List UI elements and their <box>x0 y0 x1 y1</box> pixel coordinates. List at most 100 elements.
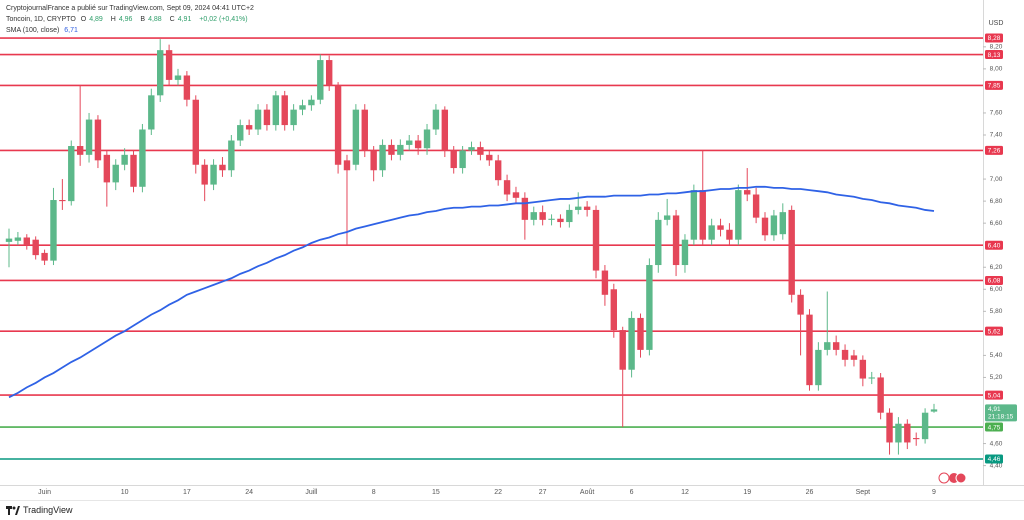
candle-body <box>406 140 413 145</box>
sma-line <box>8 185 935 399</box>
candle-body <box>832 342 840 350</box>
y-tick-label: 5,40 <box>990 352 1003 359</box>
candle-body <box>806 314 813 386</box>
candle-body <box>735 190 742 240</box>
candle-body <box>886 412 893 443</box>
legend: CryptojournalFrance a publié sur Trading… <box>6 3 254 36</box>
candle-body <box>192 99 199 165</box>
candle-body <box>610 289 618 331</box>
y-tick-label: 6,80 <box>990 198 1003 205</box>
y-tick-label: 5,80 <box>990 308 1003 315</box>
candle-body <box>130 154 137 187</box>
x-tick-label: 27 <box>539 489 547 496</box>
x-tick-label: 10 <box>121 489 129 496</box>
candle-body <box>824 342 831 350</box>
candle-body <box>254 109 262 130</box>
candle-body <box>904 423 911 443</box>
candle-body <box>699 190 706 240</box>
candle-body <box>263 109 271 126</box>
candle-body <box>895 423 902 443</box>
candle-body <box>503 180 511 195</box>
candle-body <box>308 99 315 106</box>
candle-body <box>548 218 555 220</box>
candle-body <box>930 409 938 412</box>
ohlc: H 4,96 <box>111 16 136 23</box>
level-label: 5,62 <box>988 328 1001 335</box>
candle-body <box>921 412 929 440</box>
candle-body <box>601 270 609 295</box>
y-tick-label: 6,20 <box>990 264 1003 271</box>
candle-body <box>148 95 155 130</box>
candle-body <box>646 265 653 350</box>
candles <box>5 39 938 455</box>
candle-body <box>23 237 30 246</box>
y-tick-label: 8,20 <box>990 44 1003 51</box>
candle-body <box>770 215 778 236</box>
x-tick-label: 12 <box>681 489 689 496</box>
candle-body <box>388 144 395 155</box>
candle-body <box>637 317 644 350</box>
candle-body <box>521 197 529 220</box>
y-tick-label: 6,00 <box>990 286 1003 293</box>
candle-body <box>779 212 786 235</box>
candle-body <box>174 75 182 80</box>
ohlc: B 4,88 <box>140 16 164 23</box>
candle-body <box>450 150 457 169</box>
candle-body <box>477 147 484 155</box>
change: +0,02 (+0,41%) <box>199 16 248 23</box>
candle-body <box>103 154 111 183</box>
sma-value: 6,71 <box>64 27 78 34</box>
candle-body <box>59 200 66 202</box>
countdown: 21:18:15 <box>988 414 1014 421</box>
x-tick-label: 15 <box>432 489 440 496</box>
candle-body <box>557 218 564 223</box>
level-label-box <box>985 240 1003 250</box>
candle-body <box>219 164 226 171</box>
candle-body <box>628 317 635 370</box>
candle-body <box>859 359 867 379</box>
footer: TradingView <box>6 505 73 515</box>
ohlc-value: 4,96 <box>118 16 133 23</box>
y-tick-label: 4,40 <box>990 462 1003 469</box>
candle-body <box>281 95 288 126</box>
level-label-box <box>985 145 1003 155</box>
candle-body <box>94 119 102 161</box>
candle-body <box>228 140 235 171</box>
last-price-label: 4,91 <box>988 406 1001 413</box>
candle-body <box>761 217 769 236</box>
currency: USD <box>989 20 1004 27</box>
ohlc: O 4,89 <box>81 16 106 23</box>
y-tick-label: 5,20 <box>990 374 1003 381</box>
candle-body <box>441 109 449 151</box>
level-label: 7,26 <box>988 148 1001 155</box>
y-tick-label: 4,60 <box>990 440 1003 447</box>
x-tick-label: 19 <box>743 489 751 496</box>
level-label-box <box>985 326 1003 336</box>
sma-row: SMA (100, close) 6,71 <box>6 25 254 36</box>
level-label-box <box>985 390 1003 400</box>
candle-body <box>841 349 849 360</box>
candle-body <box>157 50 164 96</box>
candle-body <box>726 229 733 240</box>
candle-body <box>361 109 368 151</box>
candle-body <box>459 150 466 169</box>
x-tick-label: 24 <box>245 489 253 496</box>
candle-body <box>619 330 626 370</box>
level-label: 7,85 <box>988 83 1001 90</box>
icon <box>938 472 950 484</box>
candle-body <box>85 119 93 155</box>
x-tick-label: Août <box>580 489 594 496</box>
candle-body <box>788 209 795 295</box>
level-label-box <box>985 33 1003 43</box>
footer-brand: TradingView <box>23 505 73 515</box>
candle-body <box>583 206 591 210</box>
level-label: 6,08 <box>988 278 1001 285</box>
candle-body <box>539 212 546 220</box>
x-tick-label: 6 <box>630 489 634 496</box>
x-tick-label: 26 <box>806 489 814 496</box>
candle-body <box>797 294 804 315</box>
x-tick-label: Juill <box>305 489 318 496</box>
y-tick-label: 7,00 <box>990 176 1003 183</box>
